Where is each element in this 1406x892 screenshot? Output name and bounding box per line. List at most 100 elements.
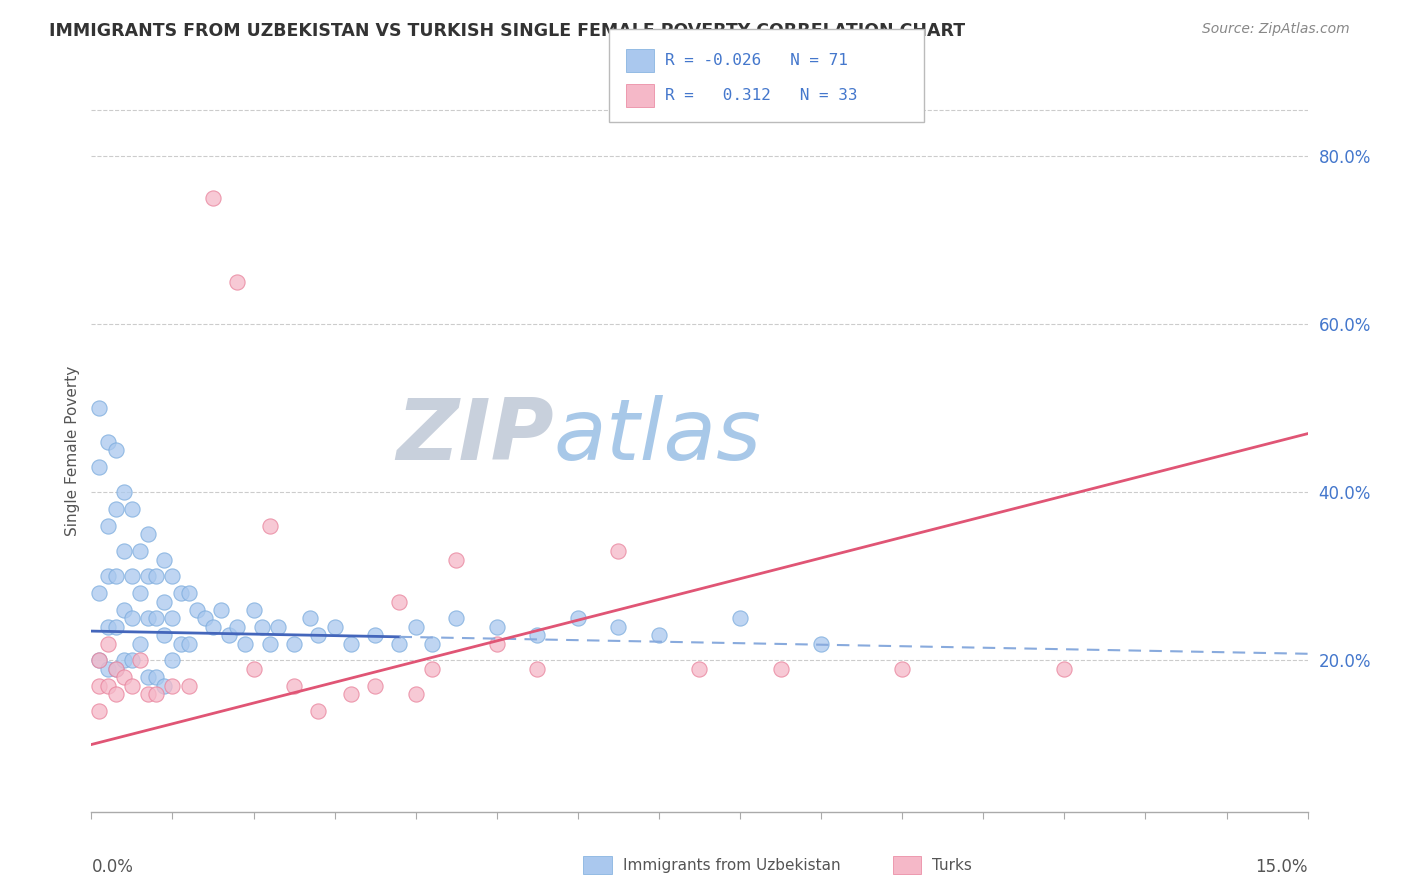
- Point: [97, 569, 120, 583]
- Point: [226, 276, 249, 290]
- Point: [267, 620, 290, 634]
- Point: [162, 569, 184, 583]
- Point: [89, 460, 111, 475]
- Text: 15.0%: 15.0%: [1256, 858, 1308, 876]
- Point: [444, 611, 467, 625]
- Text: R = -0.026   N = 71: R = -0.026 N = 71: [665, 54, 848, 68]
- Point: [89, 586, 111, 600]
- Point: [97, 620, 120, 634]
- Text: R =   0.312   N = 33: R = 0.312 N = 33: [665, 88, 858, 103]
- Point: [340, 637, 363, 651]
- Point: [607, 620, 630, 634]
- Point: [242, 662, 264, 676]
- Point: [226, 620, 249, 634]
- Point: [153, 595, 176, 609]
- Point: [145, 569, 167, 583]
- Point: [89, 679, 111, 693]
- Point: [307, 704, 329, 718]
- Point: [607, 544, 630, 558]
- Point: [104, 569, 127, 583]
- Point: [104, 662, 127, 676]
- Point: [405, 687, 427, 701]
- Point: [388, 637, 411, 651]
- Point: [121, 502, 143, 516]
- Point: [259, 637, 281, 651]
- Point: [283, 679, 305, 693]
- Point: [202, 620, 225, 634]
- Point: [526, 628, 548, 642]
- Point: [444, 552, 467, 566]
- Point: [186, 603, 208, 617]
- Y-axis label: Single Female Poverty: Single Female Poverty: [65, 366, 80, 535]
- Text: IMMIGRANTS FROM UZBEKISTAN VS TURKISH SINGLE FEMALE POVERTY CORRELATION CHART: IMMIGRANTS FROM UZBEKISTAN VS TURKISH SI…: [49, 22, 966, 40]
- Point: [177, 637, 200, 651]
- Point: [121, 653, 143, 667]
- Point: [89, 653, 111, 667]
- Point: [136, 687, 159, 701]
- Point: [89, 401, 111, 416]
- Point: [177, 679, 200, 693]
- Point: [485, 620, 508, 634]
- Point: [364, 679, 387, 693]
- Point: [648, 628, 671, 642]
- Point: [299, 611, 322, 625]
- Text: Source: ZipAtlas.com: Source: ZipAtlas.com: [1202, 22, 1350, 37]
- Point: [340, 687, 363, 701]
- Point: [405, 620, 427, 634]
- Point: [97, 662, 120, 676]
- Point: [121, 611, 143, 625]
- Point: [136, 527, 159, 541]
- Point: [323, 620, 346, 634]
- Point: [89, 704, 111, 718]
- Point: [218, 628, 240, 642]
- Point: [485, 637, 508, 651]
- Point: [364, 628, 387, 642]
- Point: [112, 653, 135, 667]
- Point: [194, 611, 217, 625]
- Point: [121, 569, 143, 583]
- Point: [145, 670, 167, 684]
- Text: Turks: Turks: [932, 858, 972, 872]
- Point: [177, 586, 200, 600]
- Point: [136, 611, 159, 625]
- Point: [250, 620, 273, 634]
- Point: [259, 519, 281, 533]
- Point: [104, 502, 127, 516]
- Point: [169, 637, 191, 651]
- Text: Immigrants from Uzbekistan: Immigrants from Uzbekistan: [623, 858, 841, 872]
- Point: [810, 637, 832, 651]
- Point: [136, 670, 159, 684]
- Point: [728, 611, 751, 625]
- Point: [688, 662, 710, 676]
- Point: [104, 443, 127, 458]
- Text: atlas: atlas: [554, 394, 762, 477]
- Point: [129, 586, 152, 600]
- Point: [112, 670, 135, 684]
- Point: [769, 662, 792, 676]
- Point: [526, 662, 548, 676]
- Point: [97, 519, 120, 533]
- Point: [145, 687, 167, 701]
- Point: [112, 544, 135, 558]
- Point: [891, 662, 914, 676]
- Point: [112, 485, 135, 500]
- Point: [153, 628, 176, 642]
- Point: [121, 679, 143, 693]
- Point: [145, 611, 167, 625]
- Point: [162, 653, 184, 667]
- Point: [1053, 662, 1076, 676]
- Point: [307, 628, 329, 642]
- Point: [104, 620, 127, 634]
- Point: [420, 662, 443, 676]
- Point: [388, 595, 411, 609]
- Point: [202, 191, 225, 205]
- Point: [235, 637, 257, 651]
- Point: [112, 603, 135, 617]
- Point: [89, 653, 111, 667]
- Point: [242, 603, 264, 617]
- Point: [97, 435, 120, 450]
- Point: [209, 603, 232, 617]
- Point: [420, 637, 443, 651]
- Text: 0.0%: 0.0%: [91, 858, 134, 876]
- Point: [169, 586, 191, 600]
